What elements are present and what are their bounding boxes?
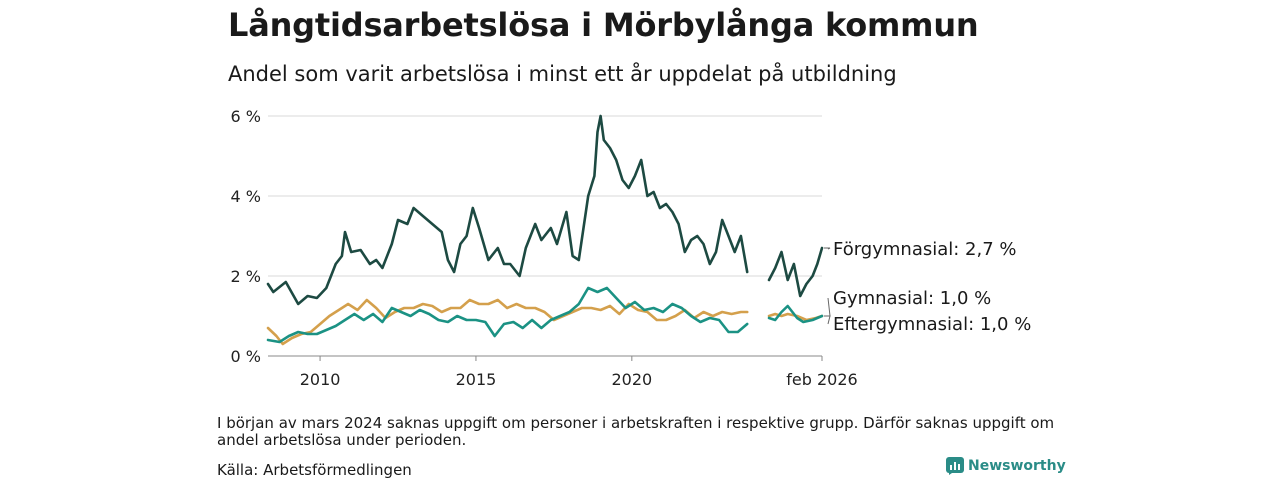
- label-leader-gymnasial: [824, 297, 831, 317]
- newsworthy-logo[interactable]: Newsworthy: [946, 457, 1066, 475]
- y-axis-ticks: 0 % 2 % 4 % 6 %: [231, 107, 261, 366]
- newsworthy-logo-icon: [946, 457, 964, 475]
- series-label-förgymnasial: Förgymnasial: 2,7 %: [833, 239, 1017, 260]
- series-lines: [266, 114, 824, 346]
- brand-name: Newsworthy: [968, 458, 1066, 474]
- series-line-förgymnasial: [266, 114, 824, 306]
- x-tick-label: 2015: [456, 370, 497, 389]
- y-tick-label: 2 %: [231, 267, 261, 286]
- line-chart: 0 % 2 % 4 % 6 % 2010 2015 2020 feb 2026 Förgym…: [231, 107, 1032, 389]
- label-leader-eftergymnasial: [824, 315, 831, 325]
- x-axis-ticks: 2010 2015 2020 feb 2026: [300, 356, 858, 389]
- x-tick-label: feb 2026: [786, 370, 857, 389]
- y-tick-label: 6 %: [231, 107, 261, 126]
- x-tick-label: 2020: [611, 370, 652, 389]
- label-leader-förgymnasial: [824, 247, 831, 250]
- footnote: I början av mars 2024 saknas uppgift om …: [217, 414, 1055, 449]
- y-tick-label: 0 %: [231, 347, 261, 366]
- source-credit: Källa: Arbetsförmedlingen: [217, 461, 412, 479]
- grid-lines: [268, 115, 822, 357]
- series-end-labels: Förgymnasial: 2,7 % Gymnasial: 1,0 % Efter…: [824, 239, 1031, 335]
- x-tick-label: 2010: [300, 370, 341, 389]
- chart-subtitle: Andel som varit arbetslösa i minst ett å…: [228, 62, 897, 86]
- y-tick-label: 4 %: [231, 187, 261, 206]
- series-label-gymnasial: Gymnasial: 1,0 %: [833, 288, 991, 309]
- chart-title: Långtidsarbetslösa i Mörbylånga kommun: [228, 6, 979, 44]
- series-line-gymnasial: [266, 298, 824, 346]
- series-label-eftergymnasial: Eftergymnasial: 1,0 %: [833, 314, 1031, 335]
- series-line-eftergymnasial: [266, 286, 824, 344]
